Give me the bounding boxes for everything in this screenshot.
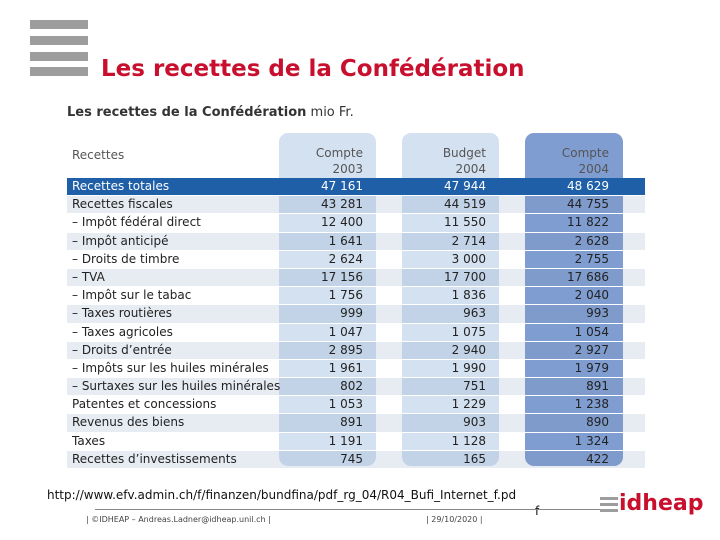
table-row: Recettes fiscales 43 281 44 519 44 755 bbox=[67, 196, 645, 215]
cell-budget-2004: 903 bbox=[463, 415, 486, 430]
cell-compte-2003: 1 961 bbox=[328, 360, 363, 375]
cell-budget-2004: 963 bbox=[463, 306, 486, 321]
cell-budget-2004: 1 229 bbox=[451, 397, 486, 412]
table-row: Revenus des biens 891 903 890 bbox=[67, 414, 645, 433]
cell-compte-2003: 999 bbox=[340, 306, 363, 321]
cell-budget-2004: 47 944 bbox=[444, 179, 486, 193]
revenue-table-figure: Les recettes de la Confédération mio Fr.… bbox=[67, 103, 645, 469]
cell-compte-2003: 745 bbox=[340, 451, 363, 466]
table-row: Recettes d’investissements 745 165 422 bbox=[67, 450, 645, 469]
cell-compte-2004: 1 238 bbox=[574, 397, 609, 412]
logo-text: idheap bbox=[619, 491, 704, 516]
cell-budget-2004: 1 836 bbox=[451, 288, 486, 303]
cell-compte-2003: 17 156 bbox=[321, 269, 363, 284]
row-label: – Impôt sur le tabac bbox=[72, 288, 192, 303]
cell-budget-2004: 11 550 bbox=[444, 215, 486, 230]
row-label: – Impôt fédéral direct bbox=[72, 215, 201, 230]
logo-lines-icon bbox=[600, 497, 618, 515]
cell-compte-2004: 891 bbox=[586, 379, 609, 394]
cell-budget-2004: 1 128 bbox=[451, 433, 486, 448]
cell-compte-2004: 1 054 bbox=[574, 324, 609, 339]
row-label: – TVA bbox=[72, 269, 105, 284]
cell-compte-2004: 1 324 bbox=[574, 433, 609, 448]
cell-budget-2004: 17 700 bbox=[444, 269, 486, 284]
cell-compte-2003: 12 400 bbox=[321, 215, 363, 230]
cell-compte-2004: 890 bbox=[586, 415, 609, 430]
table-row: – Droits d’entrée 2 895 2 940 2 927 bbox=[67, 341, 645, 360]
cell-budget-2004: 2 940 bbox=[451, 342, 486, 357]
row-label: – Droits d’entrée bbox=[72, 342, 172, 357]
figure-heading-unit: mio Fr. bbox=[310, 105, 354, 120]
cell-budget-2004: 1 990 bbox=[451, 360, 486, 375]
row-label: – Taxes routières bbox=[72, 306, 173, 321]
source-url[interactable]: http://www.efv.admin.ch/f/finanzen/bundf… bbox=[47, 488, 517, 502]
row-label: – Droits de timbre bbox=[72, 251, 180, 266]
figure-heading: Les recettes de la Confédération mio Fr. bbox=[67, 105, 354, 120]
row-label: Taxes bbox=[72, 433, 106, 448]
footer-date: | 29/10/2020 | bbox=[426, 515, 483, 524]
row-label: Recettes d’investissements bbox=[72, 451, 237, 466]
cell-budget-2004: 751 bbox=[463, 379, 486, 394]
row-label: Recettes fiscales bbox=[72, 197, 173, 212]
menu-icon[interactable] bbox=[30, 20, 88, 76]
cell-compte-2004: 993 bbox=[586, 306, 609, 321]
cell-compte-2003: 1 641 bbox=[328, 233, 363, 248]
cell-compte-2004: 2 040 bbox=[574, 288, 609, 303]
slide-title: Les recettes de la Confédération bbox=[101, 56, 525, 82]
cell-budget-2004: 165 bbox=[463, 451, 486, 466]
footer-author: | ©IDHEAP – Andreas.Ladner@idheap.unil.c… bbox=[86, 515, 271, 524]
cell-compte-2004: 17 686 bbox=[567, 269, 609, 284]
footer-divider bbox=[95, 509, 605, 510]
figure-heading-title: Les recettes de la Confédération bbox=[67, 105, 307, 120]
cell-compte-2004: 2 755 bbox=[574, 251, 609, 266]
table-row: – TVA 17 156 17 700 17 686 bbox=[67, 268, 645, 288]
idheap-logo: idheap bbox=[600, 491, 703, 519]
table-body: Recettes totales 47 161 47 944 48 629 Recett… bbox=[67, 178, 645, 469]
table-row: Patentes et concessions 1 053 1 229 1 238 bbox=[67, 396, 645, 415]
cell-budget-2004: 3 000 bbox=[451, 251, 486, 266]
column-header-budget-2004: Budget 2004 bbox=[442, 146, 486, 176]
cell-compte-2003: 2 624 bbox=[328, 251, 363, 266]
table-row: Taxes 1 191 1 128 1 324 bbox=[67, 433, 645, 451]
cell-compte-2003: 1 053 bbox=[328, 397, 363, 412]
table-row: – Impôts sur les huiles minérales 1 961 1 … bbox=[67, 360, 645, 379]
table-row-total: Recettes totales 47 161 47 944 48 629 bbox=[67, 178, 645, 197]
cell-compte-2004: 2 927 bbox=[574, 342, 609, 357]
cell-compte-2004: 11 822 bbox=[567, 215, 609, 230]
table-row: – Impôt sur le tabac 1 756 1 836 2 040 bbox=[67, 287, 645, 306]
table-row: – Impôt fédéral direct 12 400 11 550 11 822 bbox=[67, 214, 645, 233]
row-label: Recettes totales bbox=[72, 179, 170, 193]
cell-compte-2003: 43 281 bbox=[321, 197, 363, 212]
table-row: – Taxes agricoles 1 047 1 075 1 054 bbox=[67, 324, 645, 342]
cell-compte-2004: 48 629 bbox=[567, 179, 609, 193]
row-label: – Taxes agricoles bbox=[72, 324, 173, 339]
row-label: Revenus des biens bbox=[72, 415, 185, 430]
column-header-recettes: Recettes bbox=[72, 148, 125, 162]
table-row: – Taxes routières 999 963 993 bbox=[67, 305, 645, 324]
cell-compte-2004: 2 628 bbox=[574, 233, 609, 248]
row-label: Patentes et concessions bbox=[72, 397, 217, 412]
column-header-compte-2003: Compte 2003 bbox=[315, 146, 363, 176]
table-row: – Surtaxes sur les huiles minérales 802 75… bbox=[67, 378, 645, 397]
cell-compte-2003: 891 bbox=[340, 415, 363, 430]
cell-compte-2003: 802 bbox=[340, 379, 363, 394]
cell-budget-2004: 1 075 bbox=[451, 324, 486, 339]
source-url-tail[interactable]: f bbox=[535, 504, 540, 518]
cell-compte-2003: 1 191 bbox=[328, 433, 363, 448]
cell-compte-2003: 47 161 bbox=[321, 179, 363, 193]
cell-compte-2004: 44 755 bbox=[567, 197, 609, 212]
table-row: – Droits de timbre 2 624 3 000 2 755 bbox=[67, 251, 645, 269]
cell-compte-2003: 2 895 bbox=[328, 342, 363, 357]
cell-compte-2004: 1 979 bbox=[574, 360, 609, 375]
row-label: – Impôts sur les huiles minérales bbox=[72, 360, 269, 375]
cell-compte-2004: 422 bbox=[586, 451, 609, 466]
table-row: – Impôt anticipé 1 641 2 714 2 628 bbox=[67, 232, 645, 251]
row-label: – Impôt anticipé bbox=[72, 233, 169, 248]
cell-budget-2004: 2 714 bbox=[451, 233, 486, 248]
column-header-compte-2004: Compte 2004 bbox=[561, 146, 609, 176]
row-label: – Surtaxes sur les huiles minérales bbox=[72, 379, 281, 394]
cell-budget-2004: 44 519 bbox=[444, 197, 486, 212]
cell-compte-2003: 1 756 bbox=[328, 288, 363, 303]
cell-compte-2003: 1 047 bbox=[328, 324, 363, 339]
